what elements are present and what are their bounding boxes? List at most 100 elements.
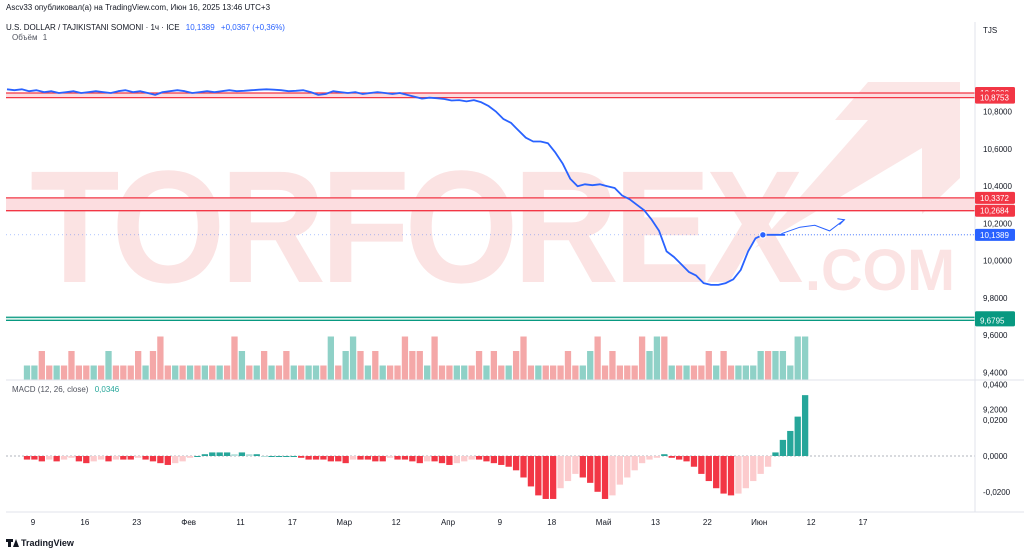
volume-bar [335, 365, 342, 380]
macd-bar [120, 456, 127, 460]
tradingview-logo[interactable]: TradingView [6, 538, 74, 548]
macd-bar [97, 456, 105, 460]
support-zone-lower [6, 317, 975, 321]
volume-bar [349, 336, 357, 380]
macd-bar [475, 456, 483, 460]
macd-bar [112, 456, 120, 460]
volume-bar [253, 365, 260, 380]
macd-bar [305, 456, 312, 460]
projection-path [781, 219, 845, 235]
macd-bar [631, 456, 638, 471]
volume-bar [46, 365, 53, 380]
macd-bar [201, 454, 209, 456]
last-price-label-bg [975, 228, 1015, 241]
projection-arrowhead-icon [837, 218, 846, 226]
volume-bar [268, 365, 275, 380]
volume-bar [223, 365, 231, 380]
volume-value: 1 [42, 33, 48, 42]
macd-bar [757, 456, 764, 474]
volume-bar [564, 351, 572, 380]
volume-bar [394, 365, 401, 380]
macd-bar [587, 456, 594, 483]
volume-bar [298, 365, 305, 380]
volume-bar [120, 365, 127, 380]
last-price-label: 10,1389 [980, 231, 1009, 240]
volume-bar [416, 351, 423, 380]
volume-bar [75, 365, 83, 380]
volume-bar [194, 365, 201, 380]
time-tick-label: 22 [703, 518, 712, 527]
macd-bar [342, 456, 349, 464]
macd-bar [527, 456, 535, 487]
volume-bar [327, 336, 334, 380]
volume-bar [750, 365, 757, 380]
watermark-text-left: TORFOREX [30, 137, 803, 316]
macd-bar [735, 456, 742, 494]
volume-bar [631, 365, 638, 380]
volume-bar [453, 365, 460, 380]
volume-bar [186, 365, 194, 380]
price-tick-label: 10,0000 [983, 257, 1012, 266]
macd-axis[interactable]: 0,0400 0,0200 0,0000 -0,0200 [983, 380, 1011, 496]
volume-bar [587, 351, 594, 380]
volume-bar [801, 336, 809, 380]
volume-bar [386, 365, 394, 380]
volume-bar [735, 365, 742, 380]
volume-bar [705, 351, 712, 380]
macd-bar [38, 456, 45, 462]
tradingview-logo-icon [6, 539, 19, 547]
macd-bar [431, 456, 438, 462]
volume-bar [246, 365, 253, 380]
volume-bar [475, 351, 483, 380]
volume-bar [209, 365, 216, 380]
volume-bar [97, 365, 105, 380]
volume-bar [127, 365, 134, 380]
macd-bar [231, 454, 238, 456]
time-axis[interactable]: 9 16 23 Фев 11 17 Мар 12 Апр 9 18 Май 13 22 Июн 12 17 [6, 511, 1024, 527]
macd-bar [179, 456, 186, 462]
macd-bar [253, 454, 260, 456]
price-tick-label: 10,2000 [983, 219, 1012, 228]
volume-bar [260, 351, 268, 380]
price-line-series [6, 88, 975, 286]
volume-bar [164, 365, 171, 380]
time-tick-label: 18 [547, 518, 556, 527]
volume-bar [787, 365, 794, 380]
macd-bar [557, 456, 564, 489]
volume-bar [60, 365, 68, 380]
currency-label[interactable]: TJS [983, 26, 998, 35]
volume-bars [23, 336, 809, 380]
macd-bar [512, 456, 520, 471]
macd-bar [616, 456, 624, 485]
volume-bar [135, 351, 142, 380]
volume-bar [675, 365, 683, 380]
macd-bar [764, 456, 772, 467]
macd-bar [720, 456, 727, 494]
volume-bar [638, 336, 646, 380]
volume-bar [594, 336, 601, 380]
volume-bar [557, 365, 564, 380]
volume-bar [105, 351, 112, 380]
volume-bar [68, 351, 75, 380]
macd-bar [283, 456, 290, 457]
macd-label: MACD (12, 26, close) [12, 385, 89, 394]
volume-bar [713, 365, 720, 380]
time-tick-label: Апр [441, 518, 456, 527]
macd-bar [105, 456, 112, 462]
time-tick-label: 11 [236, 518, 245, 527]
volume-bar [727, 365, 735, 380]
volume-bar [794, 336, 801, 380]
last-price: 10,1389 [185, 23, 215, 32]
volume-bar [342, 351, 349, 380]
level-price-label-bg [975, 91, 1015, 104]
time-tick-label: 17 [859, 518, 868, 527]
price-axis[interactable]: 10,800010,600010,400010,200010,00009,800… [6, 22, 1024, 512]
time-tick-label: Мар [336, 518, 352, 527]
macd-bar [520, 456, 527, 478]
symbol-name[interactable]: U.S. DOLLAR / TAJIKISTANI SOMONI · 1ч · … [6, 23, 180, 32]
macd-bar [535, 456, 542, 496]
macd-bar [90, 456, 97, 462]
macd-bar [690, 456, 698, 467]
